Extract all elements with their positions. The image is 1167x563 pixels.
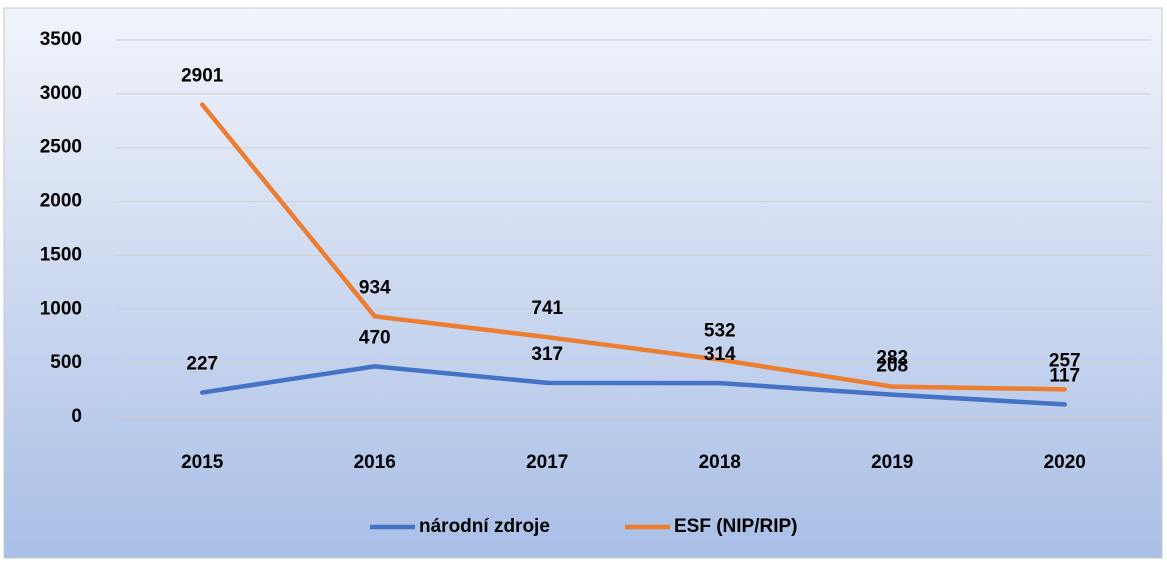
- y-tick-label: 1000: [40, 298, 82, 319]
- x-tick-label: 2015: [181, 452, 224, 473]
- data-label: 208: [876, 356, 908, 377]
- series-line: [200, 364, 1067, 407]
- x-tick-label: 2017: [526, 452, 568, 473]
- data-label: 314: [704, 344, 736, 365]
- y-tick-label: 2500: [40, 137, 82, 158]
- x-tick-label: 2020: [1044, 452, 1086, 473]
- data-label: 741: [531, 298, 563, 319]
- y-tick-label: 2000: [40, 191, 82, 212]
- data-label: 317: [531, 344, 563, 365]
- data-label: 227: [186, 354, 218, 375]
- data-label: 257: [1049, 350, 1081, 371]
- data-label: 282: [876, 348, 908, 369]
- x-tick-label: 2016: [354, 452, 396, 473]
- data-label: 934: [359, 277, 391, 298]
- series-line: [200, 102, 1067, 392]
- legend-label: národní zdroje: [419, 516, 550, 537]
- x-tick-label: 2018: [699, 452, 741, 473]
- chart-background: [3, 7, 1163, 559]
- x-tick-label: 2019: [871, 452, 913, 473]
- y-tick-label: 3500: [40, 29, 82, 50]
- y-tick-label: 1500: [40, 244, 82, 265]
- data-label: 117: [1049, 365, 1080, 386]
- legend-label: ESF (NIP/RIP): [674, 516, 798, 537]
- y-tick-label: 0: [71, 406, 82, 427]
- data-label: 2901: [181, 66, 224, 87]
- data-label: 470: [359, 327, 391, 348]
- y-tick-label: 500: [50, 352, 82, 373]
- data-label: 532: [704, 321, 736, 342]
- y-tick-label: 3000: [40, 83, 82, 104]
